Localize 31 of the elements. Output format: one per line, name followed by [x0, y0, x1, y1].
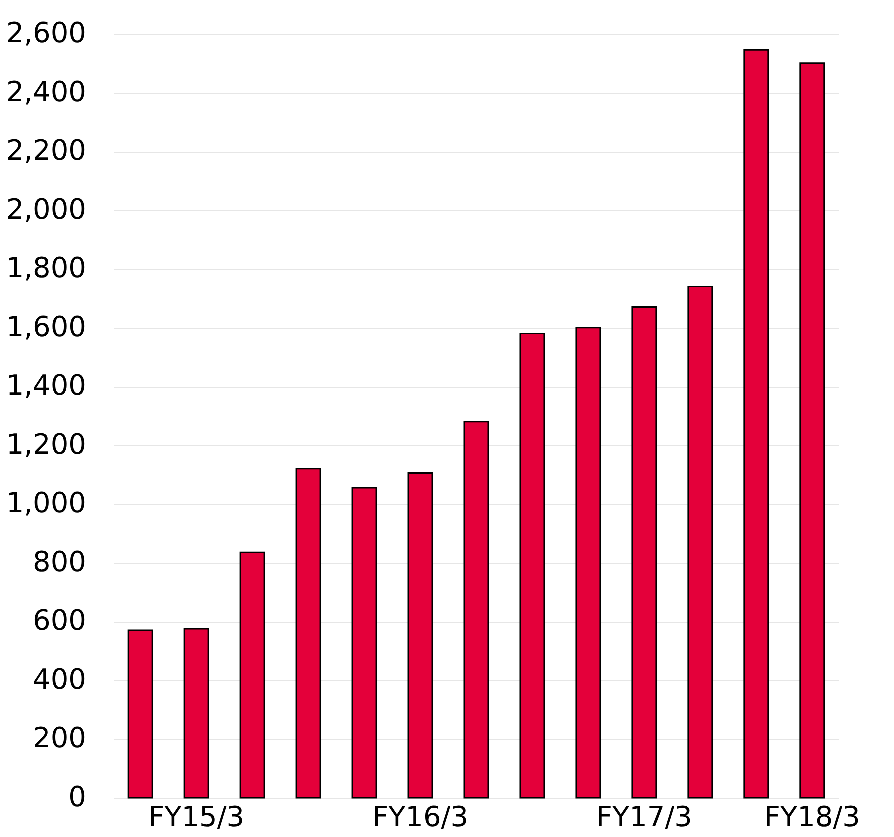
y-tick-label: 1,600 [6, 310, 86, 344]
y-tick-label: 1,800 [6, 252, 86, 285]
y-tick-label: 2,600 [6, 16, 86, 50]
bar [352, 487, 378, 799]
y-tick-label: 200 [33, 722, 86, 755]
bar [296, 468, 322, 799]
x-tick-label: FY15/3 [148, 800, 245, 834]
bar [632, 306, 658, 799]
x-tick-label: FY17/3 [596, 800, 692, 834]
y-tick-label: 1,400 [6, 369, 86, 402]
x-tick-label: FY18/3 [764, 800, 860, 834]
y-tick-label: 2,200 [6, 134, 86, 168]
bar [128, 630, 154, 799]
bar [520, 332, 546, 799]
bar [688, 286, 714, 799]
bar [800, 62, 826, 799]
y-tick-label: 2,400 [6, 75, 86, 108]
bar [744, 49, 770, 799]
x-tick-label: FY16/3 [372, 800, 469, 834]
bar [408, 472, 434, 799]
bar [184, 628, 210, 799]
bar [576, 327, 602, 799]
y-tick-label: 800 [33, 545, 86, 578]
y-tick-label: 0 [68, 780, 86, 814]
bar [464, 421, 490, 799]
y-tick-label: 600 [33, 604, 86, 638]
y-tick-label: 1,000 [6, 486, 86, 520]
y-tick-label: 400 [33, 662, 86, 696]
y-tick-label: 1,200 [6, 428, 86, 461]
y-tick-label: 2,000 [6, 192, 86, 226]
bar [240, 552, 266, 799]
